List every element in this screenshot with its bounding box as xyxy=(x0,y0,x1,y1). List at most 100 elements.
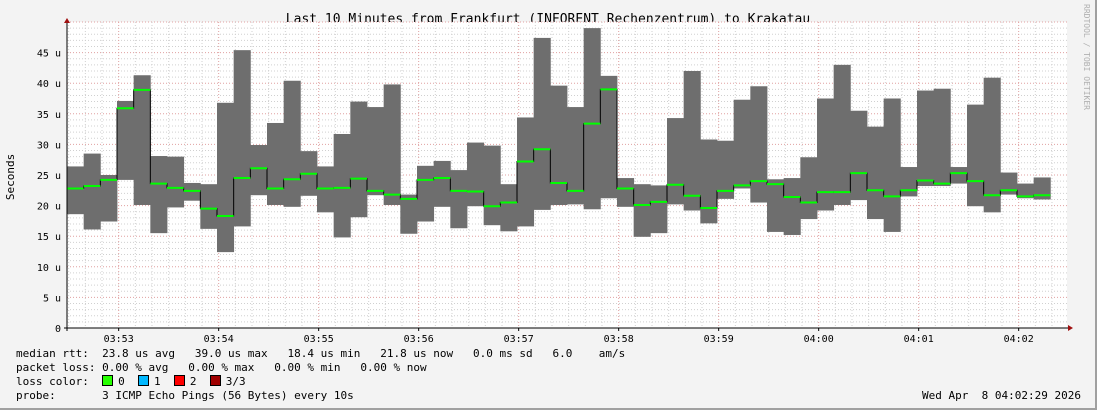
smoke-bar xyxy=(800,157,818,220)
smoke-bar xyxy=(917,90,935,187)
smoke-bar xyxy=(383,84,401,205)
y-tick-label: 0 xyxy=(55,324,61,335)
smoke-bar xyxy=(417,165,435,222)
packet-loss-label: packet loss: xyxy=(16,361,96,374)
smoke-bar xyxy=(967,104,985,207)
smoke-bar xyxy=(950,167,968,184)
smoke-bar xyxy=(900,167,918,197)
smoke-bar xyxy=(550,85,568,205)
smoke-bar xyxy=(583,28,601,210)
smoke-bar xyxy=(450,170,468,229)
smoke-bar xyxy=(250,145,268,196)
smoke-bar xyxy=(833,64,851,205)
smoke-bar xyxy=(467,142,485,207)
median-step-line xyxy=(67,88,1051,217)
smoke-bar xyxy=(500,184,518,232)
smoke-bar xyxy=(233,50,251,227)
smoke-bar xyxy=(750,86,768,203)
legend-probe: probe: 3 ICMP Echo Pings (56 Bytes) ever… xyxy=(16,389,354,402)
smoke-bar xyxy=(717,140,735,199)
legend-median-rtt: median rtt: 23.8 us avg 39.0 us max 18.4… xyxy=(16,347,625,360)
timestamp: Wed Apr 8 04:02:29 2026 xyxy=(922,389,1081,402)
smoke-bar xyxy=(217,102,235,253)
smoke-bar xyxy=(433,160,451,207)
smoke-bar xyxy=(483,145,501,226)
median-rtt-values: 23.8 us avg 39.0 us max 18.4 us min 21.8… xyxy=(102,347,626,360)
loss-color-swatch xyxy=(137,375,149,386)
smoke-bar xyxy=(150,156,168,234)
smoke-bar xyxy=(133,75,151,205)
smoke-bar xyxy=(667,118,685,205)
smoke-bar xyxy=(783,178,801,235)
loss-color-swatch xyxy=(102,375,114,386)
smoke-bar xyxy=(700,139,718,224)
y-tick-label: 20 u xyxy=(37,202,61,213)
loss-color-label-1: 1 xyxy=(153,375,174,388)
smoke-bar xyxy=(100,175,118,222)
smoke-bar xyxy=(633,184,651,237)
watermark: RRDTOOL / TOBI OETIKER xyxy=(1082,4,1091,110)
loss-color-swatch xyxy=(173,375,185,386)
smoke-bar xyxy=(850,110,868,201)
smoke-bar xyxy=(767,179,785,232)
loss-color-label-3: 3/3 xyxy=(225,375,259,388)
loss-color-label-0: 0 xyxy=(118,375,138,388)
probe-value: 3 ICMP Echo Pings (56 Bytes) every 10s xyxy=(102,389,354,402)
y-tick-label: 35 u xyxy=(37,110,61,121)
smoke-bar xyxy=(167,156,185,208)
packet-loss-values: 0.00 % avg 0.00 % max 0.00 % min 0.00 % … xyxy=(102,361,427,374)
smoke-bar xyxy=(1000,172,1018,195)
smoke-bar xyxy=(650,185,668,234)
smoke-bar xyxy=(1033,177,1051,200)
probe-label: probe: xyxy=(16,389,56,402)
smoke-bar xyxy=(617,178,635,207)
smoke-bar xyxy=(517,117,535,227)
smoke-bar xyxy=(600,75,618,199)
smoke-bar xyxy=(333,133,351,238)
loss-color-label-2: 2 xyxy=(189,375,210,388)
loss-color-swatch xyxy=(209,375,221,386)
smoke-bar xyxy=(817,98,835,211)
x-tick-label: 03:58 xyxy=(604,334,634,345)
legend-loss-color: loss color: 0 1 2 3/3 xyxy=(16,375,259,388)
smoke-bar xyxy=(683,70,701,211)
x-tick-label: 04:00 xyxy=(804,334,834,345)
x-tick-label: 03:53 xyxy=(104,334,134,345)
smoke-bar xyxy=(350,101,368,218)
smoke-bar xyxy=(983,77,1001,213)
y-tick-label: 45 u xyxy=(37,49,61,60)
smoke-bar xyxy=(883,98,901,232)
y-axis-label: Seconds xyxy=(4,154,17,200)
smoke-bar xyxy=(283,80,301,207)
x-tick-label: 03:57 xyxy=(504,334,534,345)
y-tick-label: 10 u xyxy=(37,263,61,274)
y-tick-label: 30 u xyxy=(37,140,61,151)
smoke-bar xyxy=(267,122,285,205)
y-tick-label: 15 u xyxy=(37,232,61,243)
x-tick-label: 03:59 xyxy=(704,334,734,345)
smoke-bar xyxy=(400,194,418,234)
y-tick-label: 40 u xyxy=(37,79,61,90)
y-tick-label: 25 u xyxy=(37,171,61,182)
smoke-bar xyxy=(933,88,951,187)
smoke-bar xyxy=(733,99,751,189)
x-tick-label: 03:56 xyxy=(404,334,434,345)
smoke-bar xyxy=(567,107,585,205)
smoke-bar xyxy=(533,37,551,210)
legend-packet-loss: packet loss: 0.00 % avg 0.00 % max 0.00 … xyxy=(16,361,427,374)
x-tick-label: 04:01 xyxy=(904,334,934,345)
smoke-bar xyxy=(367,107,385,196)
median-rtt-label: median rtt: xyxy=(16,347,89,360)
smoke-bar xyxy=(67,166,85,215)
x-tick-label: 03:54 xyxy=(204,334,234,345)
y-tick-label: 5 u xyxy=(43,293,61,304)
smoke-bar xyxy=(117,100,135,180)
x-axis-arrow-icon xyxy=(1068,325,1073,331)
smoke-bar xyxy=(83,153,101,230)
x-tick-label: 04:02 xyxy=(1004,334,1034,345)
smoke-bar xyxy=(1017,183,1035,199)
latency-chart: Last 10 Minutes from Frankfurt (INFORENT… xyxy=(4,4,1091,345)
smoke-bar xyxy=(867,126,885,220)
smoke-bar xyxy=(200,184,218,229)
